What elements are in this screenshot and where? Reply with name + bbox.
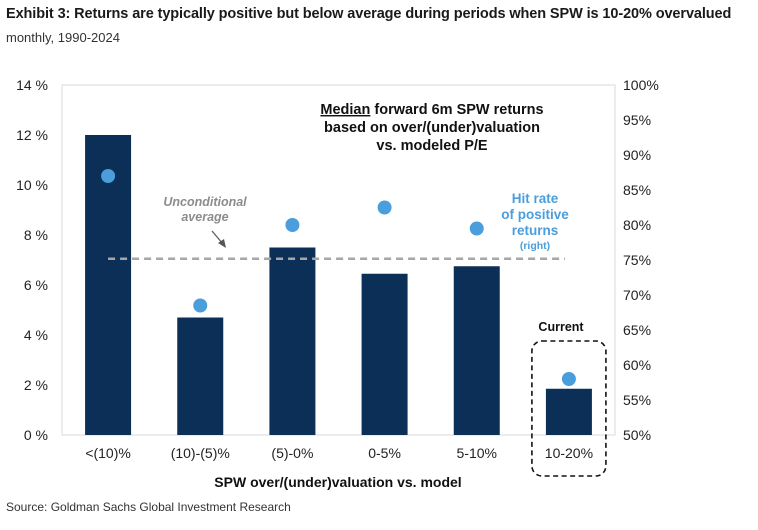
x-axis-label: SPW over/(under)valuation vs. model xyxy=(214,474,461,490)
x-tick-label: <(10)% xyxy=(85,445,131,461)
left-axis: 0 % 2 % 4 % 6 % 8 % 10 % 12 % 14 % xyxy=(16,77,48,443)
x-tick-label: 10-20% xyxy=(545,445,593,461)
right-tick-label: 90% xyxy=(623,147,651,163)
bar xyxy=(453,266,500,435)
hit-rate-dot xyxy=(193,298,208,313)
right-tick-label: 60% xyxy=(623,357,651,373)
plot-area xyxy=(61,84,616,436)
right-axis: 50% 55% 60% 65% 70% 75% 80% 85% 90% 95% 100% xyxy=(623,77,659,443)
chart-subtitle: monthly, 1990-2024 xyxy=(6,30,120,45)
hit-rate-label-line-2: of positive xyxy=(501,207,569,222)
heading-line-2: based on over/(under)valuation xyxy=(324,120,540,136)
left-tick-label: 2 % xyxy=(24,377,48,393)
hit-rate-dot xyxy=(377,200,392,215)
avg-label-line-1: Unconditional xyxy=(163,195,247,209)
source-note: Source: Goldman Sachs Global Investment … xyxy=(6,500,291,514)
hit-rate-label-line-1: Hit rate xyxy=(512,191,559,206)
hit-rate-label-line-3: returns xyxy=(512,223,559,238)
right-tick-label: 80% xyxy=(623,217,651,233)
heading-underlined-word: Median xyxy=(320,102,370,118)
right-tick-label: 95% xyxy=(623,112,651,128)
x-axis-categories: <(10)% (10)-(5)% (5)-0% 0-5% 5-10% 10-20% xyxy=(85,445,593,461)
right-tick-label: 50% xyxy=(623,427,651,443)
left-tick-label: 10 % xyxy=(16,177,48,193)
left-tick-label: 4 % xyxy=(24,327,48,343)
bars xyxy=(85,135,592,435)
heading-rest: forward 6m SPW returns xyxy=(370,102,543,118)
left-tick-label: 0 % xyxy=(24,427,48,443)
x-tick-label: (5)-0% xyxy=(271,445,313,461)
bar xyxy=(177,317,224,435)
left-tick-label: 6 % xyxy=(24,277,48,293)
right-tick-label: 100% xyxy=(623,77,659,93)
right-tick-label: 85% xyxy=(623,182,651,198)
bar xyxy=(545,388,592,435)
hit-rate-dot xyxy=(469,221,484,236)
heading-line-1: Median forward 6m SPW returns xyxy=(320,102,543,118)
hit-rate-label-line-4: (right) xyxy=(520,240,550,252)
current-label: Current xyxy=(538,320,584,334)
hit-rate-dot xyxy=(101,169,116,183)
chart-title: Exhibit 3: Returns are typically positiv… xyxy=(6,6,732,22)
bar xyxy=(85,135,132,435)
left-tick-label: 12 % xyxy=(16,127,48,143)
current-box xyxy=(531,340,607,477)
x-tick-label: (10)-(5)% xyxy=(171,445,230,461)
right-tick-label: 55% xyxy=(623,392,651,408)
hit-rate-dots xyxy=(101,169,576,386)
hit-rate-dot xyxy=(285,218,300,232)
x-tick-label: 0-5% xyxy=(368,445,401,461)
avg-arrow-head xyxy=(218,239,226,248)
hit-rate-dot xyxy=(561,372,576,386)
right-tick-label: 65% xyxy=(623,322,651,338)
avg-label-line-2: average xyxy=(181,210,228,224)
bar xyxy=(361,273,408,435)
bar xyxy=(269,247,316,435)
right-tick-label: 70% xyxy=(623,287,651,303)
left-tick-label: 8 % xyxy=(24,227,48,243)
left-tick-label: 14 % xyxy=(16,77,48,93)
right-tick-label: 75% xyxy=(623,252,651,268)
heading-line-3: vs. modeled P/E xyxy=(376,138,488,154)
x-tick-label: 5-10% xyxy=(457,445,497,461)
